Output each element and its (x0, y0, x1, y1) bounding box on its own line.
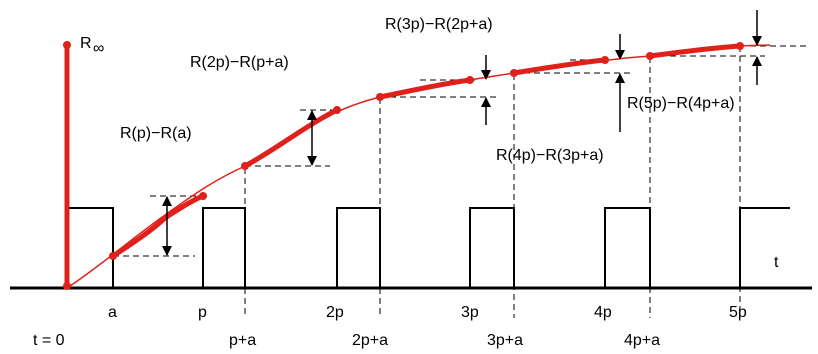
response-curve (66, 44, 771, 289)
tick-2p-a: 2p+a (352, 332, 388, 349)
diff-label-4: R(4p)−R(3p+a) (496, 147, 604, 164)
tick-4p: 4p (594, 304, 612, 321)
difference-arrows (162, 10, 762, 256)
tick-p: p (198, 304, 207, 321)
diff-label-3: R(3p)−R(2p+a) (385, 16, 493, 33)
tick-5p: 5p (729, 304, 747, 321)
diff-label-1: R(p)−R(a) (120, 125, 192, 142)
diff-label-5: R(5p)−R(4p+a) (627, 95, 735, 112)
tick-2p: 2p (326, 304, 344, 321)
t-axis-label: t (774, 254, 779, 271)
tick-3p: 3p (461, 304, 479, 321)
tick-a: a (108, 304, 117, 321)
r-infinity-label: R (80, 35, 92, 52)
t-zero-label: t = 0 (33, 332, 65, 349)
heating-segments (110, 43, 743, 259)
diff-label-2: R(2p)−R(p+a) (190, 54, 289, 71)
sample-points (63, 41, 744, 290)
dashed-verticals (244, 46, 741, 318)
tick-4p-a: 4p+a (624, 332, 660, 349)
tick-p-a: p+a (229, 332, 256, 349)
tick-3p-a: 3p+a (487, 332, 523, 349)
pulse-train (66, 207, 790, 289)
dashed-horizontals (113, 45, 810, 257)
r-infinity-subscript: ∞ (93, 40, 104, 57)
